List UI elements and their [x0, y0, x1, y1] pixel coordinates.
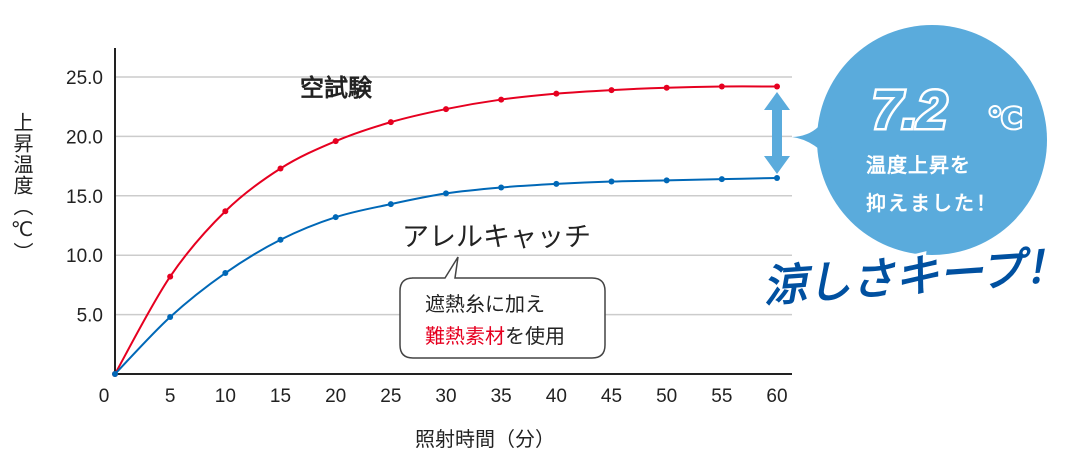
difference-value: 7.2	[872, 80, 947, 140]
data-point	[553, 90, 560, 97]
y-tick-label: 20.0	[66, 127, 103, 148]
data-point	[277, 165, 284, 172]
x-axis-title: 照射時間（分）	[415, 427, 555, 451]
y-tick-label: 15.0	[66, 187, 103, 208]
data-point	[167, 313, 174, 320]
x-tick-label: 55	[711, 386, 732, 407]
x-tick-label: 15	[270, 386, 291, 407]
data-point	[498, 184, 505, 191]
callout-rest-text: を使用	[505, 324, 565, 348]
y-tick-label: 25.0	[66, 68, 103, 89]
bubble-line1: 温度上昇を	[866, 153, 971, 177]
data-point	[498, 96, 505, 103]
x-tick-label: 50	[656, 386, 677, 407]
data-point	[222, 270, 229, 277]
data-point	[277, 236, 284, 243]
callout-box	[399, 256, 606, 359]
data-point	[718, 176, 725, 183]
data-point	[608, 178, 615, 185]
speech-bubble	[792, 25, 1047, 255]
data-point	[663, 84, 670, 91]
x-tick-label: 35	[491, 386, 512, 407]
data-point	[443, 106, 449, 113]
data-point	[222, 208, 229, 215]
difference-arrow-icon	[764, 92, 790, 174]
data-point	[663, 177, 670, 184]
data-point	[332, 214, 339, 221]
y-tick-label: 5.0	[77, 306, 103, 327]
difference-unit: ℃	[988, 102, 1022, 135]
y-axis-title: 上昇温度（℃）	[10, 112, 34, 263]
y-tick-label: 10.0	[66, 246, 103, 267]
x-tick-label: 20	[325, 386, 346, 407]
grid	[116, 76, 792, 316]
data-point	[387, 119, 394, 126]
data-point	[332, 138, 339, 145]
callout-line1: 遮熱糸に加え	[425, 292, 545, 316]
data-point	[387, 201, 394, 208]
callout-red-text: 難熱素材	[425, 324, 505, 348]
data-point	[167, 273, 174, 280]
data-point	[718, 83, 725, 90]
series-label-blank-test: 空試験	[300, 74, 373, 102]
callout-line2: 難熱素材を使用	[425, 324, 565, 348]
data-point	[443, 190, 449, 197]
x-tick-label: 45	[601, 386, 622, 407]
x-tick-label: 40	[546, 386, 567, 407]
series-label-allercatch: アレルキャッチ	[402, 222, 591, 253]
x-tick-label: 0	[99, 386, 110, 407]
x-tick-label: 5	[165, 386, 176, 407]
slogan: 涼しさキープ！	[761, 241, 1069, 313]
x-tick-label: 25	[380, 386, 401, 407]
data-point	[774, 174, 780, 181]
x-tick-label: 10	[215, 386, 236, 407]
bubble-line2: 抑えました！	[866, 191, 998, 215]
x-tick-label: 30	[435, 386, 456, 407]
x-tick-label: 60	[766, 386, 787, 407]
data-point	[774, 83, 780, 90]
data-point	[608, 87, 615, 94]
data-point	[112, 371, 118, 377]
data-point	[553, 180, 560, 187]
